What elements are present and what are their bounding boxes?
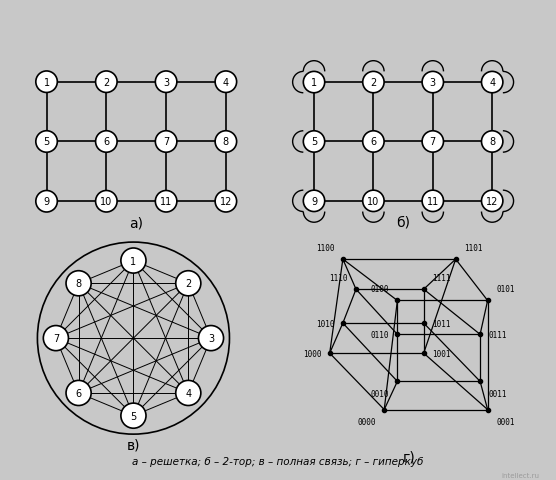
Text: 1100: 1100 [316, 243, 334, 252]
Circle shape [481, 132, 503, 153]
Circle shape [363, 191, 384, 212]
Text: 2: 2 [370, 78, 376, 88]
Text: 0010: 0010 [370, 389, 389, 398]
Circle shape [304, 72, 325, 94]
Text: intellect.ru: intellect.ru [502, 472, 539, 478]
Circle shape [215, 72, 237, 93]
Text: 4: 4 [489, 78, 495, 88]
Text: 9: 9 [311, 196, 317, 206]
Text: 5: 5 [130, 411, 137, 421]
Circle shape [363, 132, 384, 153]
Circle shape [304, 191, 325, 212]
Circle shape [155, 132, 177, 153]
Text: 0001: 0001 [496, 417, 515, 426]
Circle shape [215, 132, 237, 153]
Text: 3: 3 [163, 78, 169, 87]
Text: 6: 6 [76, 388, 82, 398]
Text: 11: 11 [160, 197, 172, 207]
Circle shape [121, 249, 146, 274]
Text: г): г) [403, 450, 415, 464]
Text: 5: 5 [311, 137, 317, 147]
Circle shape [121, 403, 146, 428]
Text: 4: 4 [223, 78, 229, 87]
Text: 11: 11 [426, 196, 439, 206]
Text: 1111: 1111 [432, 273, 451, 282]
Text: 12: 12 [220, 197, 232, 207]
Circle shape [176, 271, 201, 296]
Text: 1000: 1000 [302, 349, 321, 358]
Circle shape [215, 191, 237, 213]
Text: 3: 3 [208, 334, 214, 343]
Text: 0011: 0011 [489, 389, 507, 398]
Text: 8: 8 [489, 137, 495, 147]
Circle shape [304, 132, 325, 153]
Text: 7: 7 [53, 334, 59, 343]
Circle shape [155, 72, 177, 93]
Text: 9: 9 [43, 197, 49, 207]
Text: 1001: 1001 [432, 349, 451, 358]
Text: 10: 10 [368, 196, 380, 206]
Circle shape [36, 72, 57, 93]
Text: 1101: 1101 [464, 243, 483, 252]
Circle shape [422, 132, 444, 153]
Text: 7: 7 [430, 137, 436, 147]
Circle shape [66, 381, 91, 406]
Text: 2: 2 [103, 78, 110, 87]
Text: 8: 8 [76, 279, 82, 288]
Text: 2: 2 [185, 279, 191, 288]
Text: 0101: 0101 [496, 284, 515, 293]
Circle shape [422, 72, 444, 94]
Text: 6: 6 [103, 137, 110, 147]
Text: 8: 8 [223, 137, 229, 147]
Circle shape [36, 132, 57, 153]
Circle shape [96, 191, 117, 213]
Text: 1: 1 [43, 78, 49, 87]
Text: 6: 6 [370, 137, 376, 147]
Text: 1011: 1011 [432, 319, 451, 328]
Circle shape [96, 72, 117, 93]
Circle shape [481, 72, 503, 94]
Text: 7: 7 [163, 137, 169, 147]
Text: 5: 5 [43, 137, 49, 147]
Text: 1: 1 [130, 256, 137, 266]
Text: а – решетка; б – 2-тор; в – полная связь; г – гиперкуб: а – решетка; б – 2-тор; в – полная связь… [132, 456, 424, 466]
Circle shape [198, 326, 224, 351]
Circle shape [43, 326, 68, 351]
Circle shape [422, 191, 444, 212]
Circle shape [363, 72, 384, 94]
Circle shape [36, 191, 57, 213]
Text: 0100: 0100 [370, 284, 389, 293]
Circle shape [481, 191, 503, 212]
Text: 3: 3 [430, 78, 436, 88]
Text: 1010: 1010 [316, 319, 334, 328]
Text: 4: 4 [185, 388, 191, 398]
Text: в): в) [127, 438, 140, 452]
Text: 10: 10 [100, 197, 112, 207]
Text: 0110: 0110 [370, 330, 389, 339]
Text: 0111: 0111 [489, 330, 507, 339]
Circle shape [155, 191, 177, 213]
Circle shape [176, 381, 201, 406]
Text: б): б) [396, 215, 410, 229]
Circle shape [96, 132, 117, 153]
Text: 1: 1 [311, 78, 317, 88]
Text: 1110: 1110 [329, 273, 348, 282]
Text: а): а) [129, 216, 143, 230]
Text: 0000: 0000 [358, 417, 376, 426]
Circle shape [66, 271, 91, 296]
Text: 12: 12 [486, 196, 498, 206]
